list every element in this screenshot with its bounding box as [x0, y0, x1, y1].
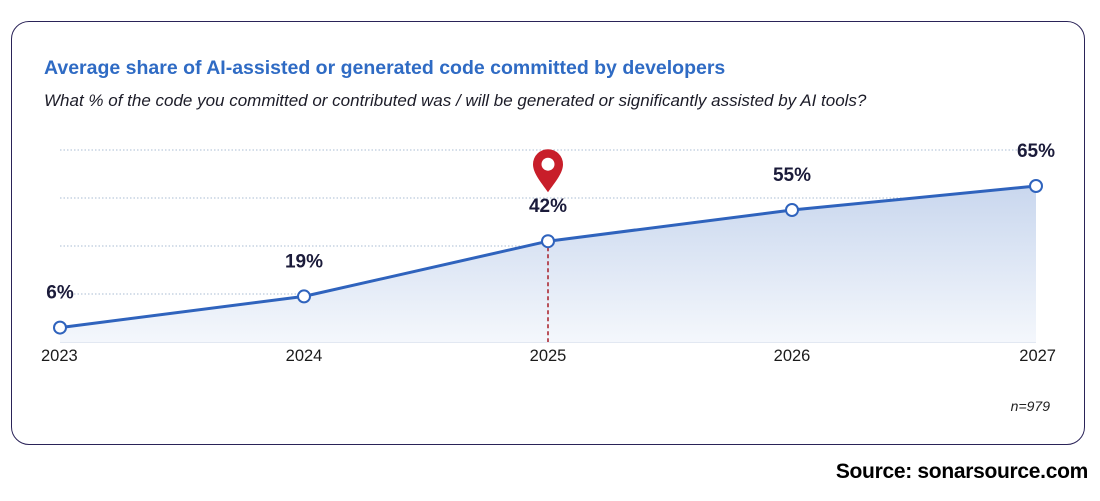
value-label-2024: 19%	[285, 251, 323, 272]
data-point-2023	[53, 320, 67, 335]
x-tick-label-2023: 2023	[41, 347, 78, 365]
chart-subtitle: What % of the code you committed or cont…	[44, 91, 867, 110]
value-label-2025: 42%	[529, 196, 567, 217]
data-point-2025	[541, 234, 555, 249]
data-points	[53, 179, 1043, 335]
x-tick-label-2024: 2024	[286, 347, 323, 365]
data-point-2024	[297, 289, 311, 304]
value-label-2027: 65%	[1017, 141, 1055, 162]
source-credit: Source: sonarsource.com	[835, 460, 1088, 483]
x-tick-label-2026: 2026	[774, 347, 811, 365]
x-axis-ticks: 2023 2024 2025 2026 2027	[41, 347, 1056, 365]
x-tick-label-2025: 2025	[530, 347, 567, 365]
location-pin-hole	[541, 157, 555, 171]
data-point-2026	[785, 203, 799, 217]
x-tick-label-2027: 2027	[1019, 347, 1056, 365]
value-label-2026: 55%	[773, 165, 811, 186]
highlight-marker	[533, 149, 563, 193]
chart-title: Average share of AI-assisted or generate…	[44, 57, 726, 79]
value-labels: 6% 19% 42% 55% 65%	[46, 141, 1055, 304]
data-point-2027	[1029, 179, 1043, 193]
sample-size-note: n=979	[1010, 398, 1050, 414]
value-label-2023: 6%	[46, 283, 74, 304]
